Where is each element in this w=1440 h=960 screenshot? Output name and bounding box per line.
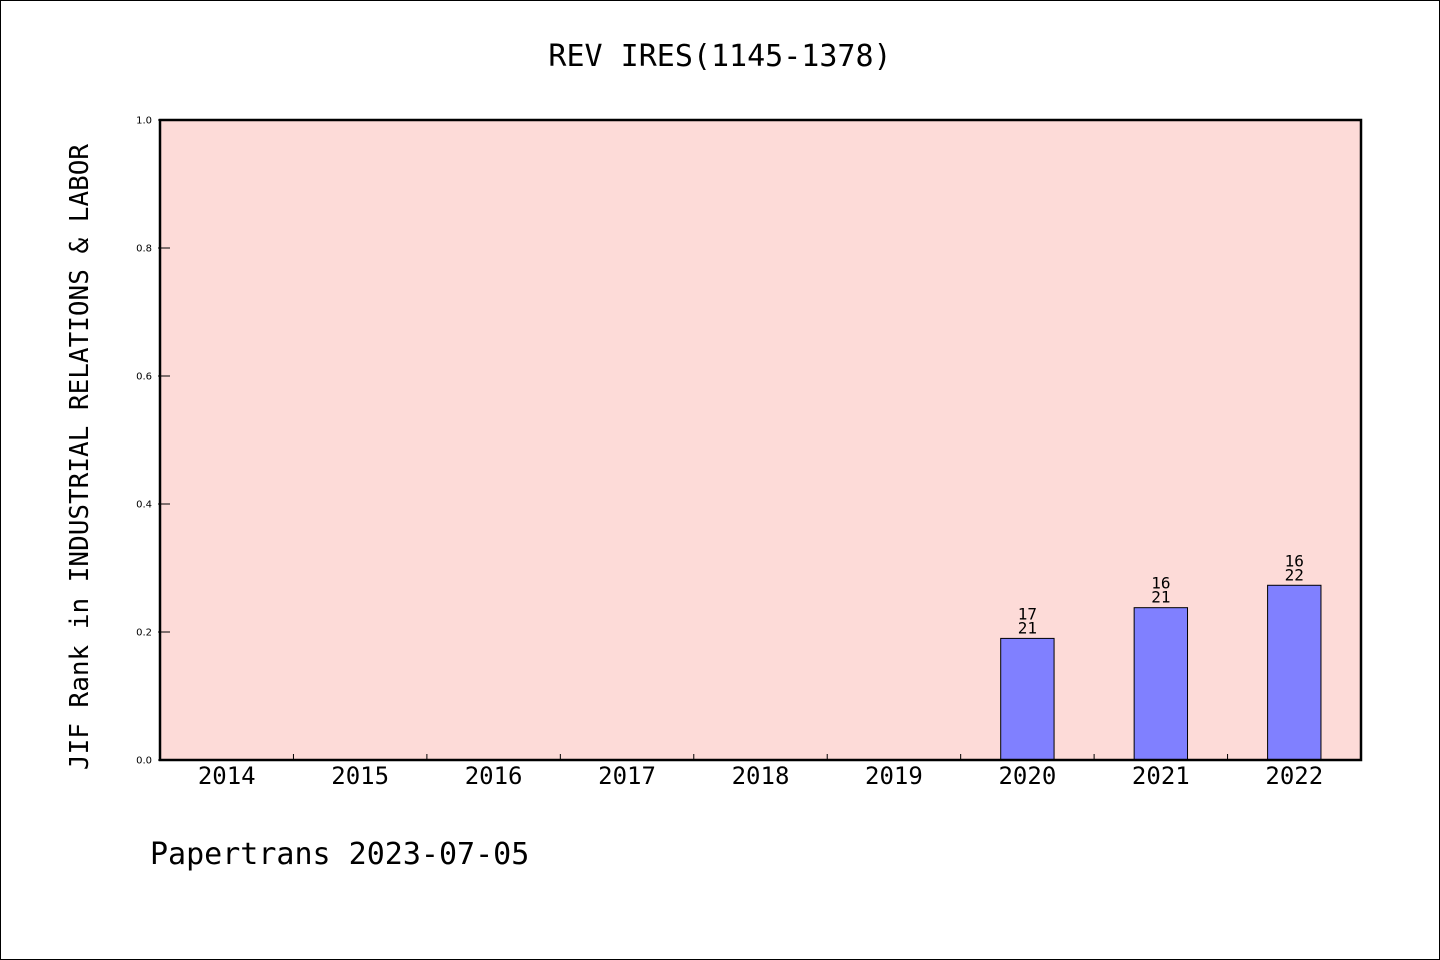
y-tick-label: 0.6 (136, 372, 152, 383)
plot-border (158, 118, 1363, 762)
bar-label-total: 21 (1151, 588, 1170, 607)
footer-text: Papertrans 2023-07-05 (150, 837, 529, 872)
x-tick-label: 2021 (1132, 762, 1190, 790)
bar-label-rank: 17 (1018, 604, 1037, 623)
bar-2021 (1133, 607, 1189, 761)
bar-2020 (1000, 637, 1055, 761)
y-tick-label: 0.4 (136, 500, 152, 511)
bar-2022 (1267, 584, 1322, 761)
y-tick-label: 0.2 (136, 628, 152, 639)
y-axis-label: JIF Rank in INDUSTRIAL RELATIONS & LABOR (65, 144, 95, 770)
chart-title: REV IRES(1145-1378) (548, 39, 891, 74)
x-tick-label: 2017 (598, 762, 656, 790)
x-tick-label: 2016 (465, 762, 523, 790)
bar-label-total: 22 (1285, 565, 1304, 584)
x-tick-label: 2020 (998, 762, 1056, 790)
bar-label-rank: 16 (1151, 574, 1170, 593)
x-axis: 2014 2015 2016 2017 2018 2019 2020 2021 2022 (198, 754, 1323, 790)
x-tick-label: 2018 (732, 762, 790, 790)
x-tick-label: 2022 (1265, 762, 1323, 790)
bar-label-rank: 16 (1285, 551, 1304, 570)
bar-label-total: 21 (1018, 618, 1037, 637)
x-tick-label: 2015 (331, 762, 389, 790)
y-tick-label: 1.0 (136, 116, 152, 127)
x-tick-label: 2019 (865, 762, 923, 790)
y-tick-label: 0.8 (136, 244, 152, 255)
x-tick-label: 2014 (198, 762, 256, 790)
y-tick-label: 0.0 (136, 756, 152, 767)
